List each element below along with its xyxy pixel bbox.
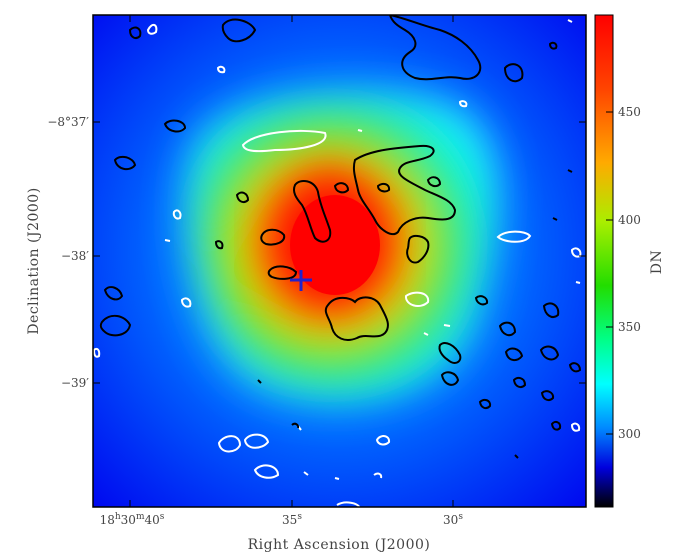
- colorbar: 450 400 350 300 DN: [594, 14, 665, 508]
- colorbar-tick-400: 400: [618, 213, 641, 227]
- colorbar-tick-300: 300: [618, 427, 641, 441]
- x-axis-label: Right Ascension (J2000): [248, 537, 431, 553]
- negative-contours: [93, 19, 582, 507]
- y-tick-label-1: −8°37′: [47, 115, 89, 129]
- y-tick-label-2: −38′: [61, 249, 89, 263]
- plot-frame: [92, 14, 587, 508]
- y-axis-label: Declination (J2000): [26, 187, 42, 334]
- x-tick-label-3: 30s: [443, 512, 463, 527]
- x-tick-label-2: 35s: [282, 512, 302, 527]
- source-position-marker: [290, 270, 312, 291]
- positive-contours: [99, 15, 582, 459]
- x-tick-label-1: 18h30m40s: [100, 512, 165, 527]
- y-tick-label-3: −39′: [61, 376, 89, 390]
- tick-marks: [93, 15, 586, 507]
- colorbar-tick-350: 350: [618, 320, 641, 334]
- colorbar-label: DN: [649, 250, 665, 274]
- colorbar-tick-450: 450: [618, 105, 641, 119]
- image-panel: [93, 15, 586, 507]
